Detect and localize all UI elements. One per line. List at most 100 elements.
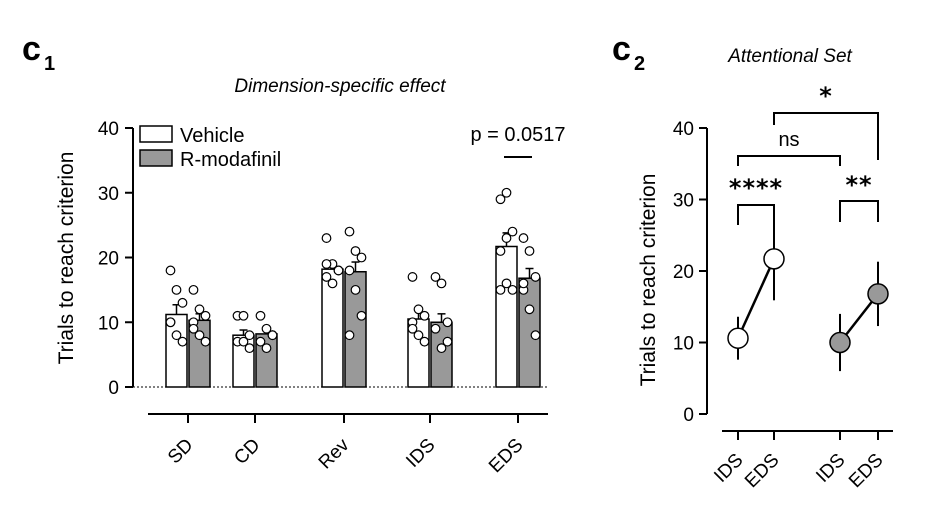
data-point [356, 252, 367, 263]
data-point [194, 330, 205, 341]
x-tick-label-c2: IDS [812, 450, 849, 487]
chart-title-c2: Attentional Set [727, 46, 852, 67]
significance-label: ** [845, 171, 872, 199]
data-point [407, 323, 418, 334]
data-point [495, 284, 506, 295]
x-tick-label-c2: EDS [741, 450, 783, 492]
data-point [430, 323, 441, 334]
y-axis-label-c1: Trials to reach criterion [55, 152, 78, 365]
data-point [177, 336, 188, 347]
data-point [501, 278, 512, 289]
data-point [436, 278, 447, 289]
data-point [518, 278, 529, 289]
data-point [501, 233, 512, 243]
data-point [413, 304, 424, 315]
data-point [171, 284, 182, 295]
y-tick-label-c1: 20 [98, 249, 119, 270]
data-point [165, 317, 176, 328]
data-point [530, 330, 541, 341]
data-point [419, 310, 430, 321]
data-point [530, 272, 541, 282]
data-point [495, 246, 506, 256]
data-point [267, 330, 278, 341]
data-point [171, 330, 182, 341]
significance-label: ns [778, 129, 799, 151]
data-point [518, 233, 529, 243]
y-tick-label-c1: 0 [108, 378, 119, 399]
data-point [255, 336, 266, 347]
data-point [321, 233, 332, 243]
x-tick-label-c1: CD [230, 435, 264, 469]
data-point [244, 330, 255, 341]
data-point [430, 272, 441, 282]
x-tick-label-c2: EDS [845, 450, 887, 492]
data-point [356, 310, 367, 321]
legend-label-vehicle: Vehicle [180, 125, 245, 147]
data-point [507, 284, 518, 295]
significance-label: * [819, 82, 833, 110]
data-point [350, 284, 361, 295]
significance-bracket [773, 112, 879, 160]
x-tick-label-c2: IDS [710, 450, 747, 487]
significance-label: **** [729, 174, 783, 202]
data-point [165, 265, 176, 276]
legend-swatch-vehicle [139, 125, 173, 143]
y-tick-label-c1: 10 [98, 313, 119, 334]
data-point [344, 265, 355, 276]
data-point [442, 317, 453, 328]
data-point [200, 310, 211, 321]
significance-bracket [737, 155, 841, 166]
p-value-annotation: p = 0.0517 [470, 124, 565, 146]
data-point [763, 248, 785, 270]
data-point [442, 336, 453, 347]
data-point [829, 331, 851, 354]
data-point [333, 265, 344, 276]
significance-bracket [737, 204, 775, 225]
data-point [867, 283, 889, 305]
x-tick-label-c1: IDS [402, 435, 439, 472]
data-point [419, 336, 430, 347]
bar [495, 245, 518, 388]
y-tick-label-c1: 40 [98, 119, 119, 140]
data-point [727, 327, 749, 349]
y-tick-label-c2: 40 [673, 119, 694, 140]
data-point [194, 304, 205, 315]
data-point [507, 226, 518, 237]
legend: Vehicle R-modafinil [139, 125, 281, 171]
data-point [413, 330, 424, 341]
data-point [501, 187, 512, 198]
data-point [524, 246, 535, 256]
data-point [350, 246, 361, 256]
plot-area-c1: 0 10 20 30 40 SD CD Rev IDS EDS p = 0.0517 [98, 119, 566, 477]
legend-label-r-modafinil: R-modafinil [180, 149, 281, 171]
data-point [327, 278, 338, 289]
panel-letter-c2: c [612, 30, 631, 68]
data-point [321, 259, 332, 269]
panel-letter-c1: c [22, 30, 41, 68]
data-point [321, 272, 332, 282]
panel-sub-c1: 1 [44, 53, 55, 75]
data-point [255, 310, 266, 321]
data-point [344, 330, 355, 341]
data-point [188, 284, 199, 295]
panel-sub-c2: 2 [634, 53, 645, 75]
data-point [407, 272, 418, 282]
y-tick-label-c2: 20 [673, 262, 694, 283]
chart-title-c1: Dimension-specific effect [234, 76, 446, 97]
x-tick-label-c1: SD [164, 435, 198, 469]
data-point [344, 226, 355, 237]
data-point [436, 343, 447, 354]
data-point [261, 323, 272, 334]
data-point [244, 343, 255, 354]
y-tick-label-c2: 0 [683, 405, 694, 426]
data-point [495, 194, 506, 205]
data-point [238, 336, 249, 347]
y-tick-label-c2: 30 [673, 191, 694, 212]
y-axis-label-c2: Trials to reach criterion [637, 174, 660, 387]
data-point [238, 310, 249, 321]
y-tick-label-c2: 10 [673, 334, 694, 355]
y-tick-label-c1: 30 [98, 184, 119, 205]
x-tick-label-c1: Rev [315, 434, 354, 473]
data-point [188, 323, 199, 334]
